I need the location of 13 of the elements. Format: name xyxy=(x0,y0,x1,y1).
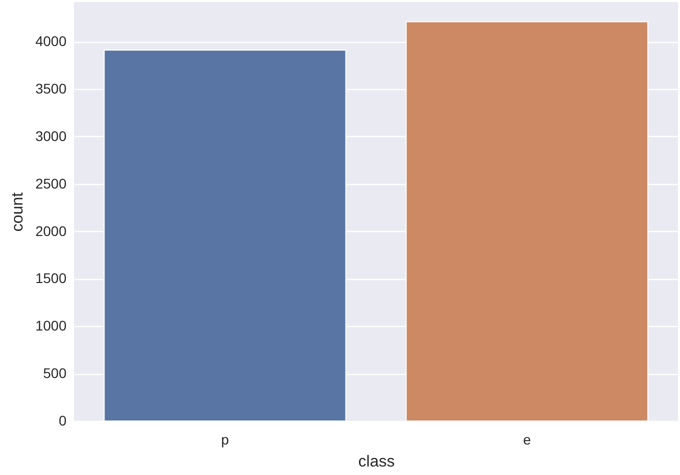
y-tick-label: 500 xyxy=(43,365,67,382)
x-tick-label: p xyxy=(221,432,230,448)
y-tick-label: 2000 xyxy=(35,222,67,239)
x-axis-title: class xyxy=(358,454,395,470)
y-tick-label: 1000 xyxy=(35,318,67,334)
y-tick-label: 3500 xyxy=(35,80,67,97)
y-axis-title: count xyxy=(9,192,26,232)
y-tick-label: 2500 xyxy=(35,175,67,192)
y-tick-label: 1500 xyxy=(35,270,67,286)
x-tick-label: e xyxy=(523,432,532,448)
y-tick-label: 4000 xyxy=(35,33,67,50)
y-tick-label: 0 xyxy=(58,412,67,428)
y-tick-label: 3000 xyxy=(35,128,67,144)
